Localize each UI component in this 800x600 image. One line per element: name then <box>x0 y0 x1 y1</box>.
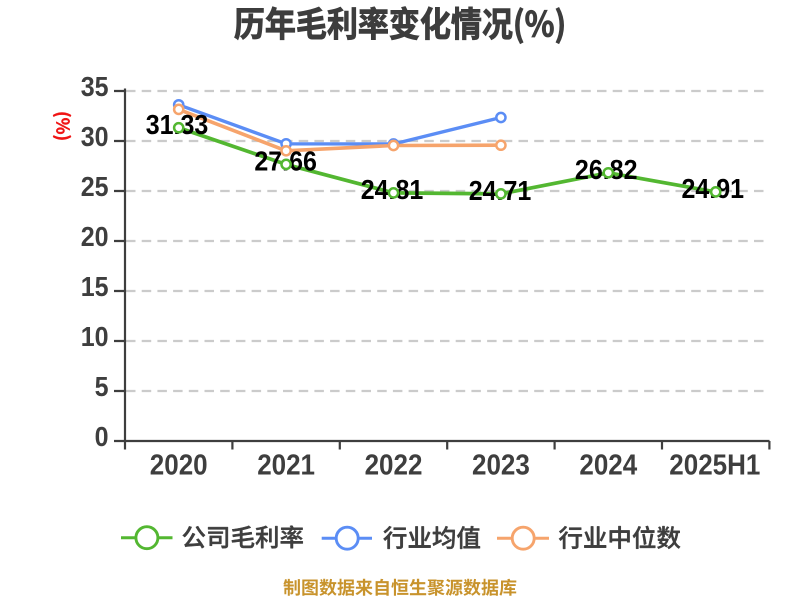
svg-text:2022: 2022 <box>365 448 423 481</box>
svg-text:30: 30 <box>81 121 109 153</box>
svg-text:2021: 2021 <box>257 448 315 481</box>
svg-text:2024: 2024 <box>579 448 637 481</box>
svg-text:25: 25 <box>81 171 109 203</box>
svg-text:0: 0 <box>95 421 109 453</box>
svg-text:10: 10 <box>81 321 109 353</box>
svg-text:2025H1: 2025H1 <box>669 448 760 481</box>
svg-text:5: 5 <box>95 371 109 403</box>
svg-text:15: 15 <box>81 271 109 303</box>
svg-text:20: 20 <box>81 221 109 253</box>
svg-text:2020: 2020 <box>150 448 208 481</box>
svg-text:35: 35 <box>81 71 109 103</box>
svg-text:2023: 2023 <box>472 448 530 481</box>
